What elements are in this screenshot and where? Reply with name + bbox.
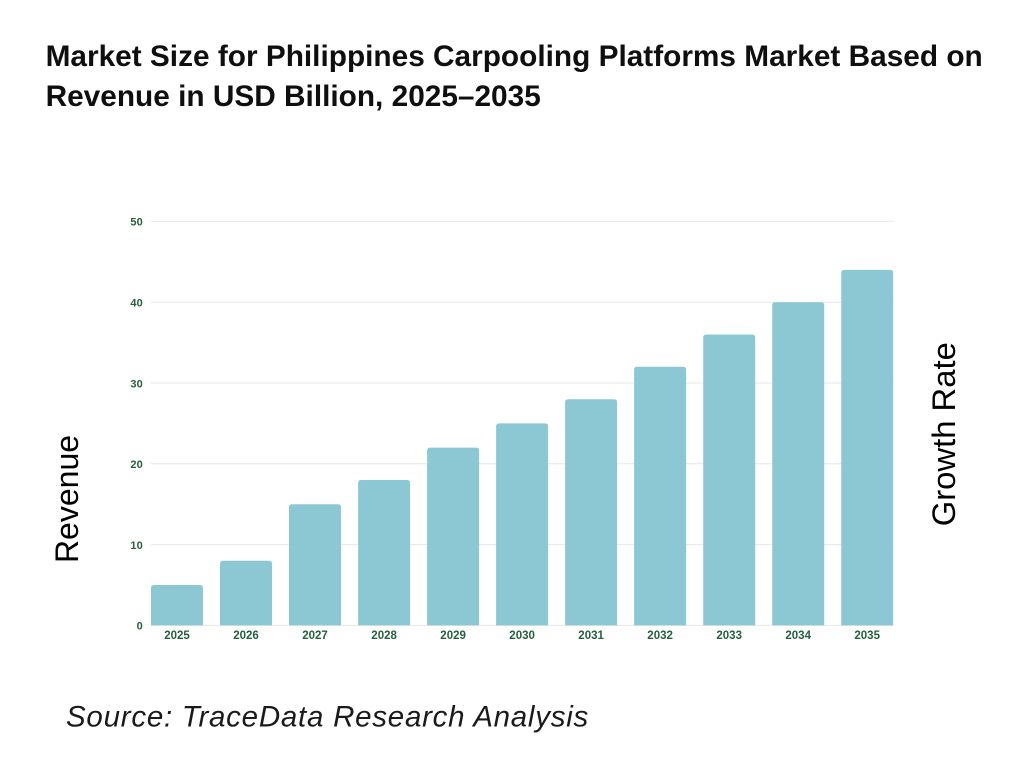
svg-text:0: 0 [137, 621, 143, 633]
svg-text:40: 40 [130, 298, 143, 310]
svg-text:Market Size for Philippines Ca: Market Size for Philippines Carpooling P… [46, 40, 983, 73]
svg-text:50: 50 [130, 217, 143, 229]
svg-text:Revenue in USD Billion, 2025–2: Revenue in USD Billion, 2025–2035 [46, 80, 541, 113]
svg-text:2027: 2027 [302, 630, 328, 642]
svg-text:2030: 2030 [509, 630, 535, 642]
svg-text:Source: TraceData Research Ana: Source: TraceData Research Analysis [66, 701, 589, 734]
svg-text:30: 30 [130, 378, 143, 390]
svg-text:2031: 2031 [578, 630, 604, 642]
svg-text:2025: 2025 [164, 630, 190, 642]
svg-text:10: 10 [130, 540, 143, 552]
svg-text:Growth Rate: Growth Rate [925, 342, 962, 526]
svg-text:2035: 2035 [854, 630, 880, 642]
svg-text:2032: 2032 [647, 630, 673, 642]
svg-text:2033: 2033 [716, 630, 742, 642]
svg-text:20: 20 [130, 459, 143, 471]
svg-text:2028: 2028 [371, 630, 397, 642]
svg-text:2029: 2029 [440, 630, 466, 642]
svg-text:Revenue: Revenue [49, 435, 85, 563]
svg-text:2034: 2034 [785, 630, 811, 642]
svg-text:2026: 2026 [233, 630, 259, 642]
